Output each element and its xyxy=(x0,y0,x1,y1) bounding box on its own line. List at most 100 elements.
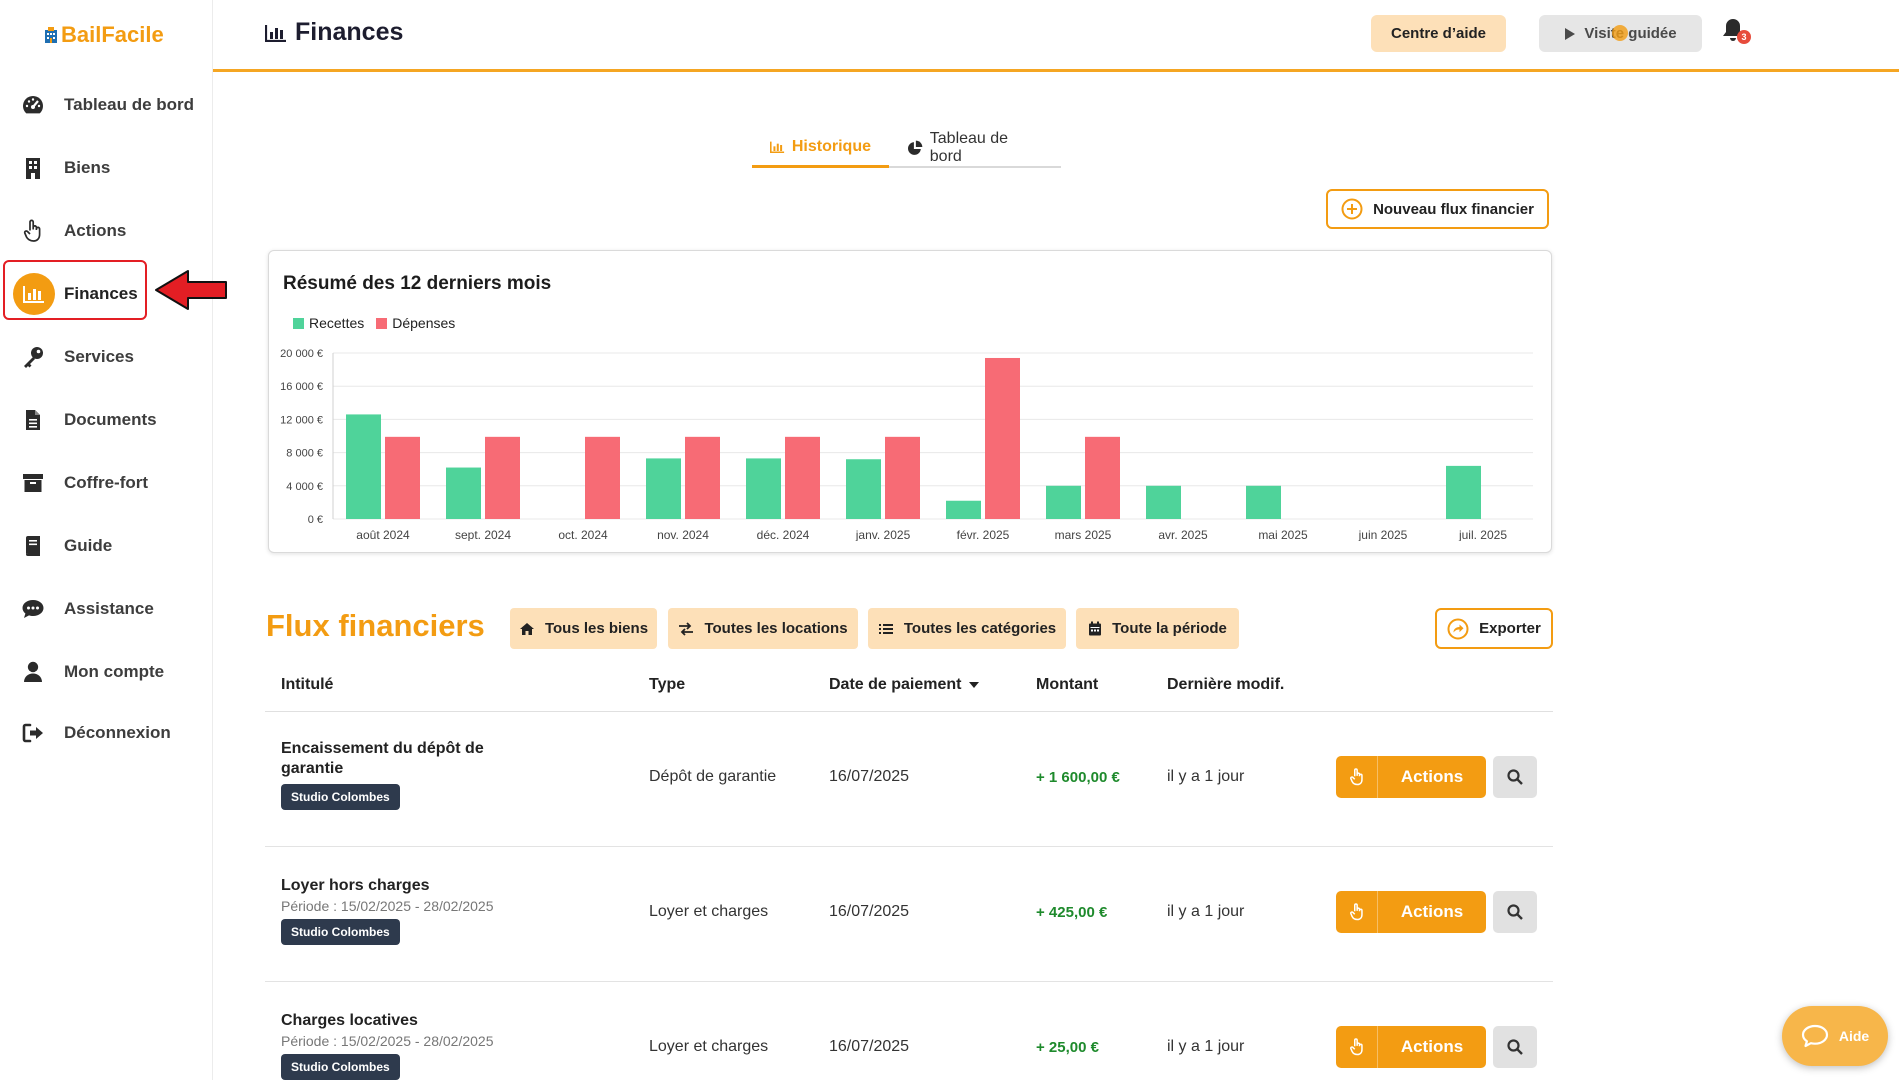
actions-label: Actions xyxy=(1400,767,1464,786)
bar-recettes[interactable] xyxy=(1046,485,1081,519)
row-amount: + 25,00 € xyxy=(1036,1039,1099,1056)
sidebar-item-assistance[interactable]: Assistance xyxy=(0,584,213,634)
pointer-hand-icon xyxy=(18,216,48,246)
column-header-montant[interactable]: Montant xyxy=(1036,676,1099,693)
sidebar-item-label: Déconnexion xyxy=(64,723,171,742)
bar-dépenses[interactable] xyxy=(785,436,820,519)
bar-dépenses[interactable] xyxy=(885,436,920,519)
user-icon xyxy=(18,657,48,687)
bar-dépenses[interactable] xyxy=(585,436,620,519)
sidebar-item-mon-compte[interactable]: Mon compte xyxy=(0,647,213,697)
document-icon xyxy=(18,405,48,435)
search-icon xyxy=(1507,1039,1523,1055)
calendar-icon xyxy=(1089,621,1102,636)
actions-button[interactable]: Actions xyxy=(1336,1026,1486,1068)
sidebar-item-guide[interactable]: Guide xyxy=(0,521,213,571)
bar-recettes[interactable] xyxy=(346,414,381,519)
bar-recettes[interactable] xyxy=(1146,485,1181,519)
legend-item-depenses[interactable]: Dépenses xyxy=(376,315,455,331)
y-tick-label: 8 000 € xyxy=(286,448,323,460)
bar-recettes[interactable] xyxy=(1246,485,1281,519)
sidebar-item-label: Tableau de bord xyxy=(64,95,195,114)
bar-recettes[interactable] xyxy=(846,459,881,519)
tour-pulse-dot xyxy=(1612,25,1628,41)
guided-tour-label: Visite guidée xyxy=(1584,25,1677,42)
filter-categories-button[interactable]: Toutes les catégories xyxy=(868,608,1066,649)
bar-recettes[interactable] xyxy=(746,458,781,519)
export-button[interactable]: Exporter xyxy=(1435,608,1553,649)
filter-rentals-button[interactable]: Toutes les locations xyxy=(668,608,858,649)
bar-dépenses[interactable] xyxy=(485,436,520,519)
bar-dépenses[interactable] xyxy=(985,357,1020,519)
bar-chart-icon xyxy=(13,273,55,315)
sidebar-item-biens[interactable]: Biens xyxy=(0,143,213,193)
sidebar-item-actions[interactable]: Actions xyxy=(0,206,213,256)
share-circle-icon xyxy=(1447,618,1469,639)
sidebar-item-documents[interactable]: Documents xyxy=(0,395,213,445)
row-date: 16/07/2025 xyxy=(829,903,910,920)
sidebar-item-services[interactable]: Services xyxy=(0,332,213,382)
bar-dépenses[interactable] xyxy=(685,436,720,519)
property-tag[interactable]: Studio Colombes xyxy=(281,784,400,810)
x-tick-label: mars 2025 xyxy=(1055,528,1112,541)
notification-badge: 3 xyxy=(1737,30,1751,44)
sidebar-item-label: Documents xyxy=(64,410,157,429)
bar-recettes[interactable] xyxy=(646,458,681,519)
bar-recettes[interactable] xyxy=(1446,465,1481,519)
legend-label: Recettes xyxy=(309,315,365,331)
column-header-date[interactable]: Date de paiement xyxy=(829,676,980,694)
sidebar-item-coffre-fort[interactable]: Coffre-fort xyxy=(0,458,213,508)
legend-item-recettes[interactable]: Recettes xyxy=(293,315,364,331)
page-title-text: Finances xyxy=(295,18,404,46)
x-tick-label: août 2024 xyxy=(356,528,410,541)
help-center-button[interactable]: Centre d’aide xyxy=(1371,15,1506,52)
sidebar-item-tableau-de-bord[interactable]: Tableau de bord xyxy=(0,80,213,130)
actions-button[interactable]: Actions xyxy=(1336,891,1486,933)
column-header-type[interactable]: Type xyxy=(649,676,686,693)
x-tick-label: déc. 2024 xyxy=(757,528,810,541)
y-tick-label: 20 000 € xyxy=(280,348,323,360)
app-logo[interactable]: BailFacile xyxy=(44,22,164,48)
pointer-hand-icon xyxy=(1336,1026,1378,1068)
tab-tableau-de-bord[interactable]: Tableau de bord xyxy=(889,128,1061,168)
column-header-label: Date de paiement xyxy=(829,676,962,693)
x-tick-label: mai 2025 xyxy=(1258,528,1308,541)
tab-label: Tableau de bord xyxy=(929,130,1009,165)
filter-period-button[interactable]: Toute la période xyxy=(1076,608,1239,649)
column-header-intitule[interactable]: Intitulé xyxy=(281,676,334,693)
table-row[interactable]: Loyer hors charges Période : 15/02/2025 … xyxy=(265,847,1553,982)
new-financial-flow-button[interactable]: Nouveau flux financier xyxy=(1326,189,1549,229)
actions-button[interactable]: Actions xyxy=(1336,756,1486,798)
sidebar-item-label: Mon compte xyxy=(64,662,165,681)
bar-recettes[interactable] xyxy=(946,500,981,519)
sidebar-item-label: Assistance xyxy=(64,599,154,618)
list-icon xyxy=(878,623,893,634)
help-chat-button[interactable]: Aide xyxy=(1782,1006,1888,1066)
sidebar-item-finances[interactable]: Finances xyxy=(0,269,213,319)
bar-chart-icon xyxy=(770,141,785,153)
view-details-button[interactable] xyxy=(1493,1026,1537,1068)
view-details-button[interactable] xyxy=(1493,756,1537,798)
row-period: Période : 15/02/2025 - 28/02/2025 xyxy=(281,1033,494,1049)
section-title: Flux financiers xyxy=(266,608,485,643)
view-details-button[interactable] xyxy=(1493,891,1537,933)
search-icon xyxy=(1507,769,1523,785)
row-type: Dépôt de garantie xyxy=(649,768,777,785)
column-header-derniere-modif[interactable]: Dernière modif. xyxy=(1167,676,1285,693)
table-header: Intitulé Type Date de paiement Montant D… xyxy=(265,664,1553,712)
tab-historique[interactable]: Historique xyxy=(752,128,889,168)
bar-recettes[interactable] xyxy=(446,467,481,519)
property-tag[interactable]: Studio Colombes xyxy=(281,1054,400,1080)
filter-label: Toutes les locations xyxy=(704,620,848,637)
bar-dépenses[interactable] xyxy=(385,436,420,519)
filter-properties-button[interactable]: Tous les biens xyxy=(510,608,657,649)
table-row[interactable]: Encaissement du dépôt de garantie Studio… xyxy=(265,712,1553,847)
new-flow-label: Nouveau flux financier xyxy=(1373,200,1534,218)
sidebar-item-deconnexion[interactable]: Déconnexion xyxy=(0,708,213,758)
tab-label: Historique xyxy=(791,137,871,155)
property-tag[interactable]: Studio Colombes xyxy=(281,919,400,945)
chat-bubble-icon xyxy=(1801,1024,1828,1048)
archive-box-icon xyxy=(18,468,48,498)
table-row[interactable]: Charges locatives Période : 15/02/2025 -… xyxy=(265,982,1553,1080)
bar-dépenses[interactable] xyxy=(1085,436,1120,519)
